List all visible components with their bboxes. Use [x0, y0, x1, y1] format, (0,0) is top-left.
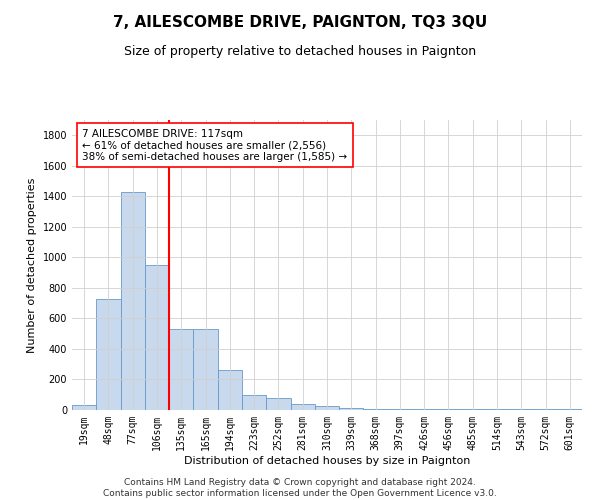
Bar	[121, 192, 145, 410]
Bar	[145, 265, 169, 410]
Bar	[290, 404, 315, 410]
Bar	[533, 409, 558, 410]
X-axis label: Distribution of detached houses by size in Paignton: Distribution of detached houses by size …	[184, 456, 470, 466]
Bar	[364, 409, 388, 410]
Bar	[169, 329, 193, 410]
Bar	[315, 406, 339, 410]
Bar	[218, 370, 242, 410]
Bar	[96, 298, 121, 410]
Text: Contains HM Land Registry data © Crown copyright and database right 2024.
Contai: Contains HM Land Registry data © Crown c…	[103, 478, 497, 498]
Bar	[412, 409, 436, 410]
Bar	[558, 409, 582, 410]
Bar	[461, 409, 485, 410]
Bar	[193, 329, 218, 410]
Bar	[485, 409, 509, 410]
Bar	[509, 409, 533, 410]
Bar	[388, 409, 412, 410]
Bar	[339, 408, 364, 410]
Text: 7 AILESCOMBE DRIVE: 117sqm
← 61% of detached houses are smaller (2,556)
38% of s: 7 AILESCOMBE DRIVE: 117sqm ← 61% of deta…	[82, 128, 347, 162]
Bar	[436, 409, 461, 410]
Y-axis label: Number of detached properties: Number of detached properties	[27, 178, 37, 352]
Bar	[72, 406, 96, 410]
Bar	[266, 398, 290, 410]
Bar	[242, 394, 266, 410]
Text: Size of property relative to detached houses in Paignton: Size of property relative to detached ho…	[124, 45, 476, 58]
Text: 7, AILESCOMBE DRIVE, PAIGNTON, TQ3 3QU: 7, AILESCOMBE DRIVE, PAIGNTON, TQ3 3QU	[113, 15, 487, 30]
